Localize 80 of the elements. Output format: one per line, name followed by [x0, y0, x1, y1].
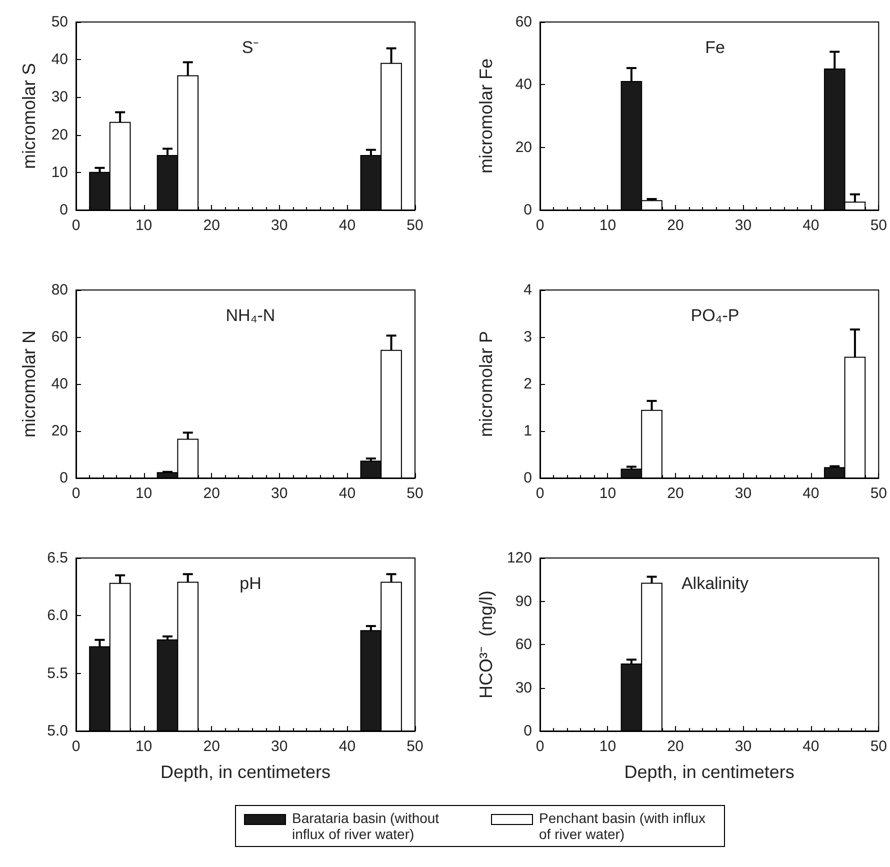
- text: S⁻: [242, 38, 260, 57]
- x-tick-label: 0: [72, 485, 80, 502]
- text: Fe: [705, 38, 725, 57]
- x-tick-label: 0: [536, 738, 544, 755]
- text: Alkalinity: [681, 574, 750, 593]
- x-tick-label: 30: [734, 738, 752, 755]
- x-tick-label: 30: [271, 738, 288, 755]
- x-tick-label: 30: [734, 485, 752, 502]
- x-tick-label: 50: [406, 485, 424, 502]
- x-tick-label: 30: [271, 485, 288, 502]
- y-axis-title: micromolar P: [476, 330, 496, 438]
- legend-label: Barataria basin (without influx of river water): [292, 810, 440, 842]
- x-tick-label: 50: [870, 217, 887, 234]
- x-tick-label: 40: [338, 217, 356, 234]
- y-axis-title: micromolar S: [19, 62, 39, 170]
- x-tick-label: 50: [406, 738, 424, 755]
- y-tick-label: 30: [515, 679, 532, 696]
- x-tick-label: 20: [667, 738, 684, 755]
- x-tick-label: 10: [135, 738, 152, 755]
- text: NH₄-N: [226, 306, 276, 325]
- y-tick-label: 60: [51, 328, 68, 346]
- y-tick-label: 50: [51, 14, 68, 30]
- y-tick-label: 20: [51, 126, 68, 144]
- x-tick-label: 10: [135, 485, 152, 502]
- y-tick-label: 30: [51, 88, 68, 106]
- text: PO₄-P: [690, 306, 740, 325]
- y-axis-title: micromolar Fe: [476, 58, 496, 174]
- y-tick-label: 4: [524, 282, 532, 298]
- x-tick-label: 50: [406, 217, 424, 234]
- x-axis-title: Depth, in centimeters: [160, 762, 331, 782]
- y-tick-label: 2: [524, 376, 532, 392]
- y-tick-label: 1: [524, 422, 532, 440]
- x-tick-label: 0: [536, 485, 544, 502]
- y-tick-label: 5.0: [47, 722, 68, 740]
- y-tick-label: 90: [515, 592, 532, 610]
- x-tick-label: 10: [599, 738, 616, 755]
- x-tick-label: 40: [338, 485, 356, 502]
- x-tick-label: 30: [271, 217, 288, 234]
- y-tick-label: 40: [51, 376, 68, 392]
- x-tick-label: 50: [870, 738, 887, 755]
- x-tick-label: 10: [599, 217, 616, 234]
- y-tick-label: 20: [51, 422, 68, 440]
- x-tick-label: 10: [135, 217, 152, 234]
- y-tick-label: 0: [524, 722, 532, 740]
- y-tick-label: 60: [515, 14, 532, 30]
- y-tick-label: 6.0: [47, 607, 68, 624]
- x-tick-label: 40: [802, 738, 820, 755]
- x-tick-label: 20: [203, 738, 220, 755]
- y-tick-label: 3: [524, 328, 532, 346]
- x-tick-label: 0: [536, 217, 544, 234]
- x-tick-label: 40: [802, 485, 820, 502]
- y-tick-label: 0: [60, 202, 68, 218]
- y-axis-title: HCO³⁻ (mg/l): [476, 590, 496, 698]
- y-tick-label: 0: [524, 202, 532, 218]
- y-tick-label: 40: [515, 76, 532, 94]
- y-tick-label: 0: [524, 470, 532, 486]
- x-tick-label: 0: [72, 217, 80, 234]
- y-tick-label: 120: [506, 550, 532, 566]
- y-tick-label: 40: [51, 51, 68, 68]
- y-tick-label: 60: [515, 636, 532, 653]
- x-tick-label: 0: [72, 738, 80, 755]
- x-axis-title: Depth, in centimeters: [624, 762, 794, 782]
- legend-label: Penchant basin (with influx of river water): [539, 810, 707, 842]
- x-tick-label: 20: [203, 485, 220, 502]
- y-tick-label: 0: [60, 470, 68, 486]
- x-tick-label: 40: [338, 738, 356, 755]
- text: pH: [240, 574, 262, 593]
- y-tick-label: 10: [51, 164, 68, 181]
- x-tick-label: 40: [802, 217, 820, 234]
- y-axis-title: micromolar N: [19, 330, 39, 438]
- x-tick-label: 30: [734, 217, 752, 234]
- y-tick-label: 20: [515, 138, 532, 156]
- y-tick-label: 80: [51, 282, 68, 298]
- x-tick-label: 50: [870, 485, 887, 502]
- x-tick-label: 20: [667, 485, 684, 502]
- x-tick-label: 10: [599, 485, 616, 502]
- x-tick-label: 20: [203, 217, 220, 234]
- x-tick-label: 20: [667, 217, 684, 234]
- y-tick-label: 6.5: [47, 550, 68, 566]
- y-tick-label: 5.5: [47, 664, 68, 682]
